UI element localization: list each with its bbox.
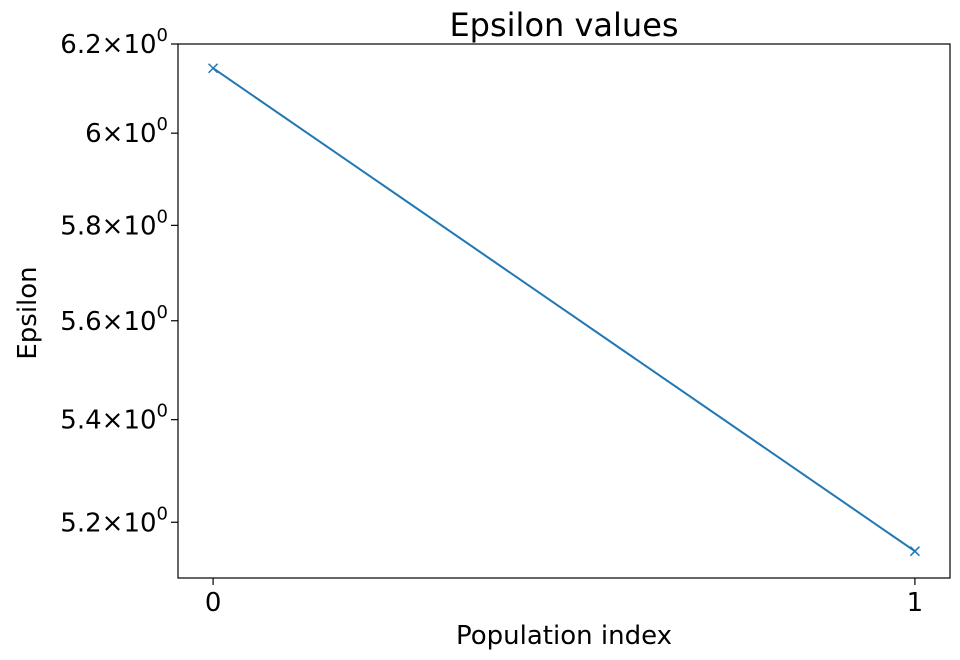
y-tick-label: 5.6×100 (60, 302, 168, 337)
y-tick-exponent: 0 (157, 206, 168, 227)
y-tick-exponent: 0 (157, 401, 168, 422)
y-tick-times: × (102, 119, 124, 149)
y-tick-exponent: 0 (157, 503, 168, 524)
y-tick-times: × (102, 406, 124, 436)
y-tick-base: 10 (123, 211, 156, 241)
y-tick-mantissa: 5.2 (60, 508, 101, 538)
x-tick-label: 1 (907, 588, 924, 618)
y-tick-exponent: 0 (157, 302, 168, 323)
y-tick-times: × (102, 211, 124, 241)
data-point-marker (208, 63, 219, 74)
y-tick-label: 5.2×100 (60, 503, 168, 538)
marker-stroke (208, 63, 219, 74)
axes-frame (177, 43, 951, 579)
series-line (212, 67, 916, 553)
y-tick-label: 5.4×100 (60, 401, 168, 436)
x-axis-label: Population index (456, 621, 672, 651)
y-tick-mantissa: 6.2 (60, 30, 101, 60)
y-tick-times: × (102, 307, 124, 337)
y-tick-label: 5.8×100 (60, 206, 168, 241)
y-tick-base: 10 (123, 307, 156, 337)
x-tick-label: 0 (205, 588, 222, 618)
data-point-marker (909, 546, 920, 557)
y-tick-exponent: 0 (157, 25, 168, 46)
y-axis-label: Epsilon (13, 266, 43, 359)
y-tick-label: 6×100 (85, 114, 168, 149)
marker-stroke (909, 546, 920, 557)
y-tick-base: 10 (123, 30, 156, 60)
y-tick-mantissa: 5.6 (60, 307, 101, 337)
y-tick-times: × (102, 508, 124, 538)
y-tick-times: × (102, 30, 124, 60)
y-tick-mantissa: 5.4 (60, 406, 101, 436)
y-tick-mantissa: 6 (85, 119, 102, 149)
y-tick-base: 10 (123, 406, 156, 436)
y-tick-base: 10 (123, 119, 156, 149)
y-tick-base: 10 (123, 508, 156, 538)
y-tick-mantissa: 5.8 (60, 211, 101, 241)
y-tick-exponent: 0 (157, 114, 168, 135)
chart-title: Epsilon values (449, 6, 678, 44)
plot-area (208, 63, 920, 557)
y-tick-label: 6.2×100 (60, 25, 168, 60)
